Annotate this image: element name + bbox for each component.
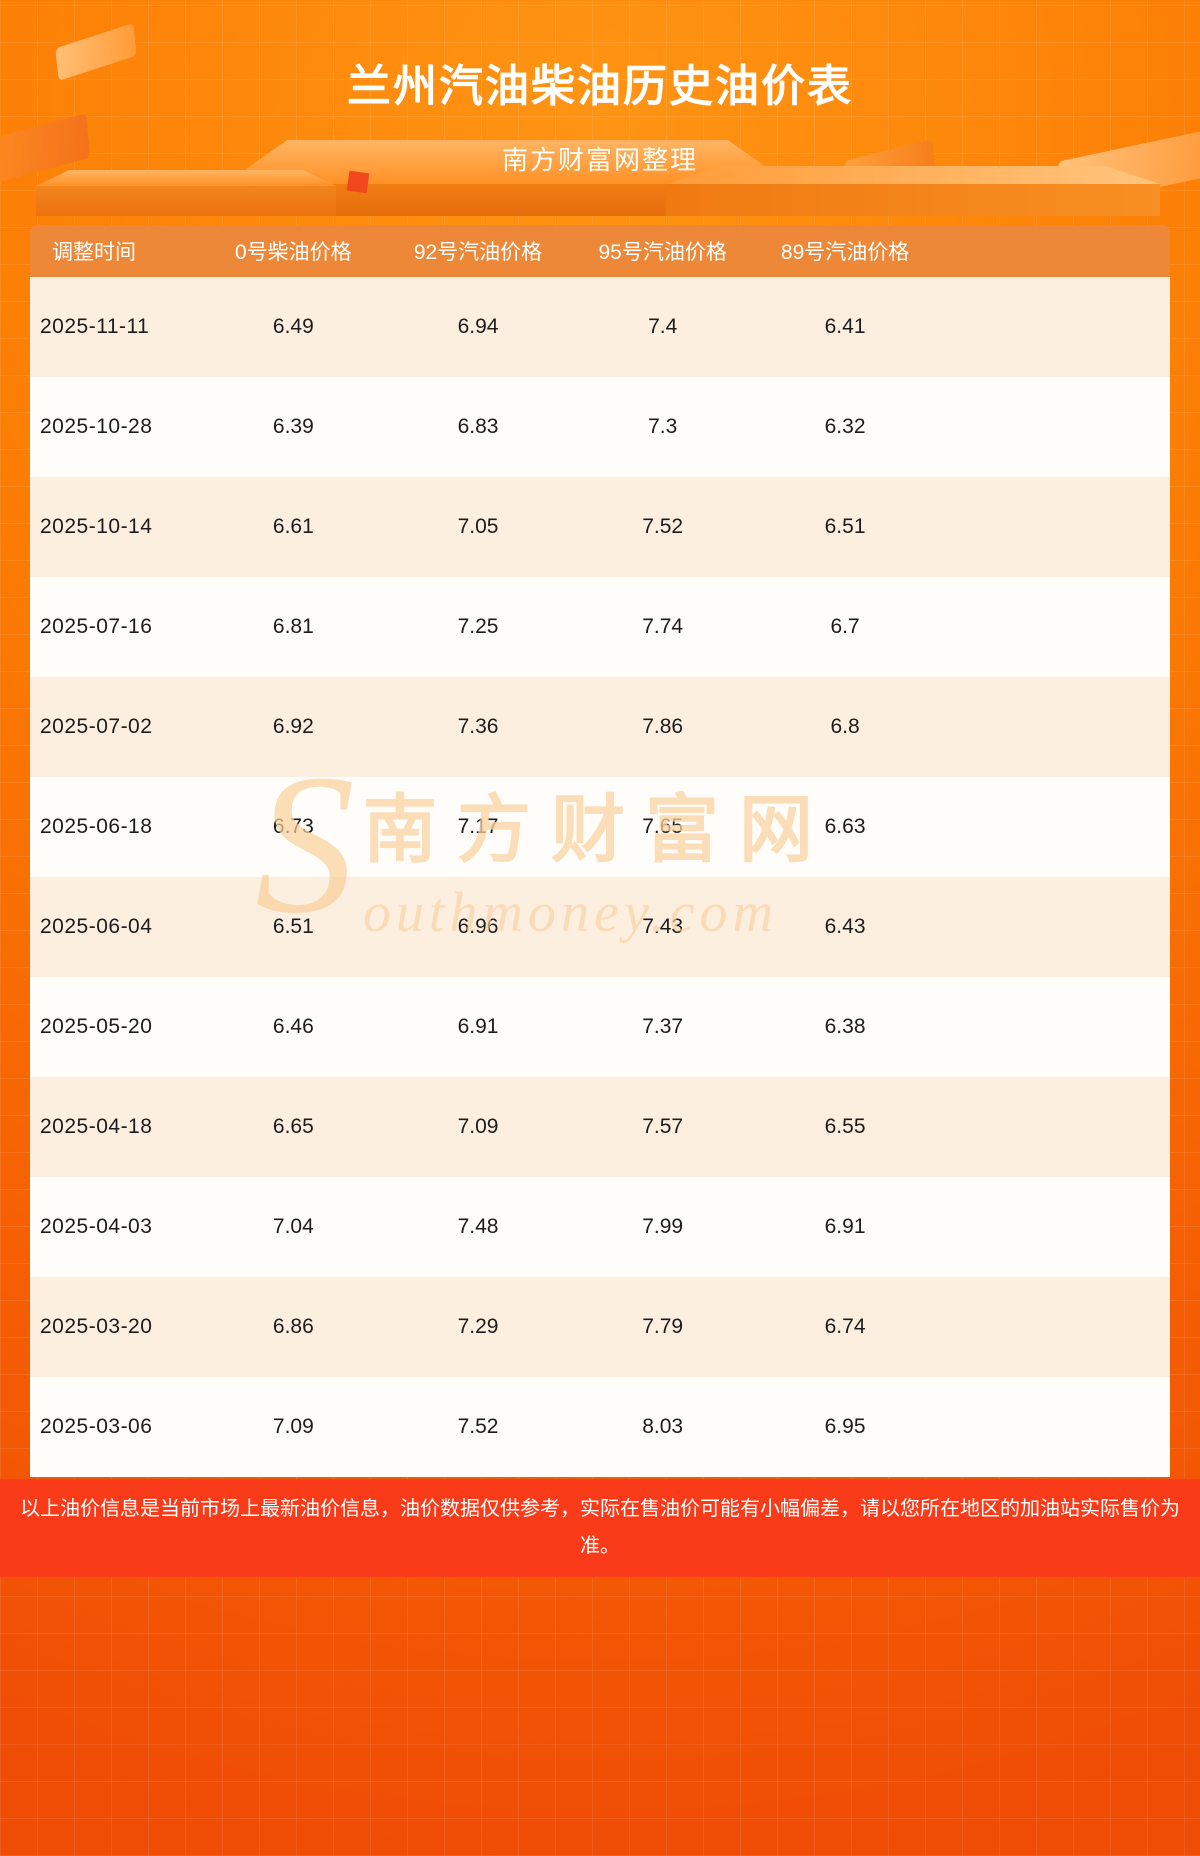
- row-spacer: [935, 1277, 1170, 1377]
- row-spacer: [935, 1177, 1170, 1277]
- row-spacer: [935, 777, 1170, 877]
- row-spacer: [935, 277, 1170, 377]
- table-row: 2025-03-06 7.09 7.52 8.03 6.95: [30, 1377, 1170, 1477]
- diesel0-price-cell: 7.09: [201, 1377, 386, 1477]
- table-row: 2025-10-14 6.61 7.05 7.52 6.51: [30, 477, 1170, 577]
- diesel0-price-cell: 6.65: [201, 1077, 386, 1177]
- diesel0-price-cell: 6.51: [201, 877, 386, 977]
- page-title: 兰州汽油柴油历史油价表: [347, 62, 853, 111]
- diesel0-price-cell: 6.73: [201, 777, 386, 877]
- adjust-date-cell: 2025-03-20: [30, 1277, 201, 1377]
- column-header-gas95: 95号汽油价格: [570, 225, 756, 277]
- diesel0-price-cell: 6.39: [201, 377, 386, 477]
- decor-platform-left-front: [36, 186, 336, 216]
- diesel0-price-cell: 6.81: [201, 577, 386, 677]
- gas92-price-cell: 7.17: [385, 777, 571, 877]
- diesel0-price-cell: 6.86: [201, 1277, 386, 1377]
- adjust-date-cell: 2025-10-28: [30, 377, 201, 477]
- table-row: 2025-07-02 6.92 7.36 7.86 6.8: [30, 677, 1170, 777]
- gas95-price-cell: 7.52: [570, 477, 756, 577]
- gas92-price-cell: 6.83: [385, 377, 571, 477]
- diesel0-price-cell: 7.04: [201, 1177, 386, 1277]
- row-spacer: [935, 877, 1170, 977]
- gas95-price-cell: 7.79: [570, 1277, 756, 1377]
- column-header-gas89: 89号汽油价格: [755, 225, 936, 277]
- gas95-price-cell: 7.43: [570, 877, 756, 977]
- adjust-date-cell: 2025-06-18: [30, 777, 201, 877]
- gas89-price-cell: 6.95: [755, 1377, 936, 1477]
- gas89-price-cell: 6.51: [755, 477, 936, 577]
- table-row: 2025-10-28 6.39 6.83 7.3 6.32: [30, 377, 1170, 477]
- table-row: 2025-05-20 6.46 6.91 7.37 6.38: [30, 977, 1170, 1077]
- gas92-price-cell: 7.25: [385, 577, 571, 677]
- decor-platform-center-front: [225, 184, 790, 216]
- table-row: 2025-07-16 6.81 7.25 7.74 6.7: [30, 577, 1170, 677]
- column-header-spacer: [935, 225, 1170, 277]
- gas89-price-cell: 6.63: [755, 777, 936, 877]
- gas89-price-cell: 6.41: [755, 277, 936, 377]
- table-row: 2025-06-18 6.73 7.17 7.65 6.63: [30, 777, 1170, 877]
- row-spacer: [935, 577, 1170, 677]
- diesel0-price-cell: 6.92: [201, 677, 386, 777]
- gas92-price-cell: 6.91: [385, 977, 571, 1077]
- disclaimer-bar: 以上油价信息是当前市场上最新油价信息，油价数据仅供参考，实际在售油价可能有小幅偏…: [0, 1479, 1200, 1577]
- adjust-date-cell: 2025-04-03: [30, 1177, 201, 1277]
- table-row: 2025-11-11 6.49 6.94 7.4 6.41: [30, 277, 1170, 377]
- gas95-price-cell: 7.65: [570, 777, 756, 877]
- diesel0-price-cell: 6.61: [201, 477, 386, 577]
- price-table: 调整时间 0号柴油价格 92号汽油价格 95号汽油价格 89号汽油价格 2025…: [30, 225, 1170, 1477]
- gas92-price-cell: 6.94: [385, 277, 571, 377]
- gas89-price-cell: 6.38: [755, 977, 936, 1077]
- row-spacer: [935, 477, 1170, 577]
- table-row: 2025-04-18 6.65 7.09 7.57 6.55: [30, 1077, 1170, 1177]
- gas92-price-cell: 7.48: [385, 1177, 571, 1277]
- gas89-price-cell: 6.7: [755, 577, 936, 677]
- adjust-date-cell: 2025-04-18: [30, 1077, 201, 1177]
- gas89-price-cell: 6.43: [755, 877, 936, 977]
- diesel0-price-cell: 6.46: [201, 977, 386, 1077]
- gas95-price-cell: 7.37: [570, 977, 756, 1077]
- decor-platform-right-front: [666, 184, 1160, 216]
- column-header-gas92: 92号汽油价格: [385, 225, 571, 277]
- adjust-date-cell: 2025-11-11: [30, 277, 201, 377]
- adjust-date-cell: 2025-03-06: [30, 1377, 201, 1477]
- adjust-date-cell: 2025-07-02: [30, 677, 201, 777]
- table-header-row: 调整时间 0号柴油价格 92号汽油价格 95号汽油价格 89号汽油价格: [30, 225, 1170, 277]
- row-spacer: [935, 977, 1170, 1077]
- gas95-price-cell: 8.03: [570, 1377, 756, 1477]
- gas95-price-cell: 7.57: [570, 1077, 756, 1177]
- gas95-price-cell: 7.99: [570, 1177, 756, 1277]
- gas89-price-cell: 6.55: [755, 1077, 936, 1177]
- gas95-price-cell: 7.86: [570, 677, 756, 777]
- gas92-price-cell: 7.52: [385, 1377, 571, 1477]
- oil-price-table: 调整时间 0号柴油价格 92号汽油价格 95号汽油价格 89号汽油价格 2025…: [30, 225, 1170, 1477]
- gas95-price-cell: 7.3: [570, 377, 756, 477]
- gas89-price-cell: 6.74: [755, 1277, 936, 1377]
- row-spacer: [935, 377, 1170, 477]
- adjust-date-cell: 2025-06-04: [30, 877, 201, 977]
- gas92-price-cell: 7.09: [385, 1077, 571, 1177]
- row-spacer: [935, 1377, 1170, 1477]
- adjust-date-cell: 2025-07-16: [30, 577, 201, 677]
- adjust-date-cell: 2025-05-20: [30, 977, 201, 1077]
- gas95-price-cell: 7.74: [570, 577, 756, 677]
- row-spacer: [935, 1077, 1170, 1177]
- gas92-price-cell: 7.36: [385, 677, 571, 777]
- row-spacer: [935, 677, 1170, 777]
- table-row: 2025-04-03 7.04 7.48 7.99 6.91: [30, 1177, 1170, 1277]
- adjust-date-cell: 2025-10-14: [30, 477, 201, 577]
- column-header-diesel0: 0号柴油价格: [201, 225, 386, 277]
- gas92-price-cell: 7.05: [385, 477, 571, 577]
- gas92-price-cell: 7.29: [385, 1277, 571, 1377]
- gas92-price-cell: 6.96: [385, 877, 571, 977]
- table-row: 2025-03-20 6.86 7.29 7.79 6.74: [30, 1277, 1170, 1377]
- table-row: 2025-06-04 6.51 6.96 7.43 6.43: [30, 877, 1170, 977]
- column-header-date: 调整时间: [30, 225, 201, 277]
- page-subtitle: 南方财富网整理: [501, 145, 698, 175]
- diesel0-price-cell: 6.49: [201, 277, 386, 377]
- gas95-price-cell: 7.4: [570, 277, 756, 377]
- gas89-price-cell: 6.91: [755, 1177, 936, 1277]
- gas89-price-cell: 6.8: [755, 677, 936, 777]
- gas89-price-cell: 6.32: [755, 377, 936, 477]
